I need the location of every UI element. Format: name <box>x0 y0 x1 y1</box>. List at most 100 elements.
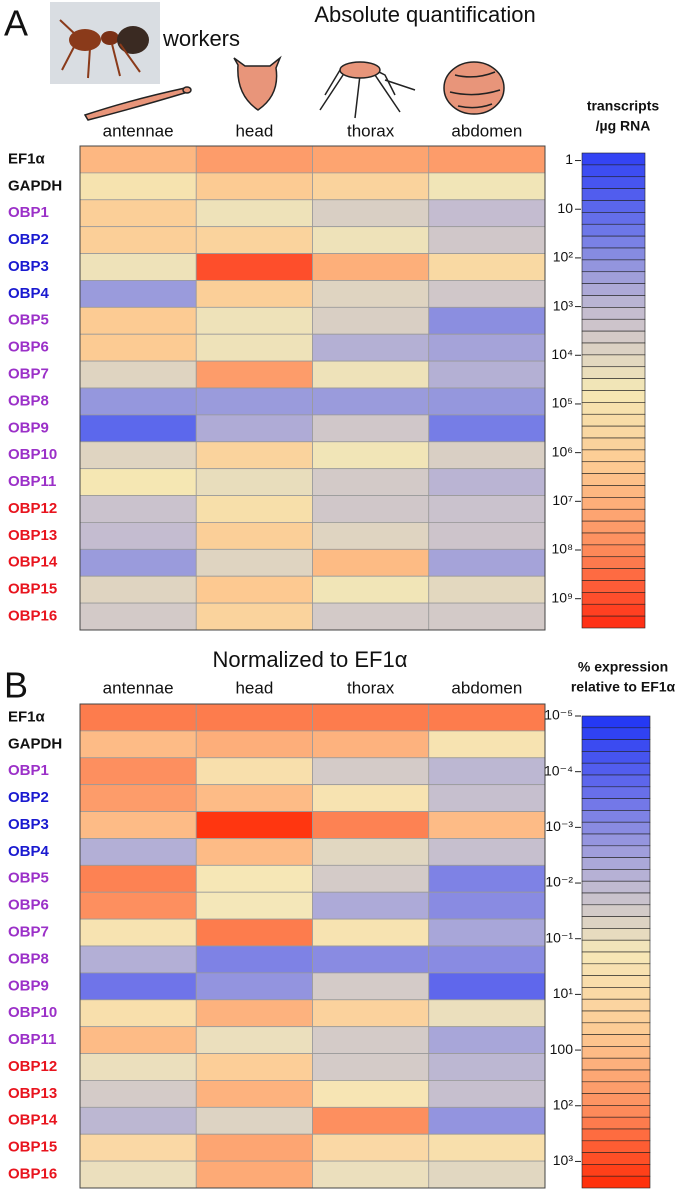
colorbar-stripe <box>581 330 646 344</box>
colorbar-stripe <box>581 951 651 965</box>
heatmap-cell <box>428 972 546 1001</box>
heatmap-cell <box>312 522 430 550</box>
colorbar-stripe <box>581 200 646 213</box>
heatmap-cell <box>428 703 546 732</box>
colorbar-stripe <box>581 892 651 906</box>
row-label: GAPDH <box>8 177 62 194</box>
heatmap-cell <box>79 1106 197 1135</box>
colorbar-title: % expression <box>578 659 668 675</box>
heatmap-cell <box>312 306 430 335</box>
heatmap-cell <box>195 999 313 1028</box>
row-label: OBP13 <box>8 1085 57 1102</box>
row-label: OBP13 <box>8 527 57 544</box>
heatmap-cell <box>79 575 197 604</box>
colorbar-tick-label: 10 <box>557 200 573 216</box>
heatmap-cell <box>312 972 430 1001</box>
heatmap-cell <box>195 522 313 550</box>
colorbar-stripe <box>581 354 646 368</box>
colorbar-stripe <box>581 904 651 917</box>
heatmap-cell <box>195 730 313 759</box>
heatmap-cell <box>312 864 430 893</box>
row-label: OBP12 <box>8 1058 57 1075</box>
colorbar-title: /µg RNA <box>596 118 651 134</box>
colorbar-stripe <box>581 810 651 823</box>
colorbar-stripe <box>581 295 646 308</box>
heatmap-cell <box>79 811 197 839</box>
panel-title: Normalized to EF1α <box>213 647 408 672</box>
heatmap-cell <box>428 441 546 470</box>
heatmap-cell <box>312 918 430 947</box>
colorbar-tick-label: 10³ <box>553 1152 574 1168</box>
colorbar-stripe <box>581 1105 651 1118</box>
row-label: OBP5 <box>8 870 49 887</box>
colorbar-tick-label: 10² <box>553 249 574 265</box>
colorbar-tick-label: 10⁻⁴ <box>544 762 573 778</box>
colorbar-stripe <box>581 318 646 332</box>
row-label: OBP15 <box>8 581 57 598</box>
heatmap-cell <box>195 360 313 389</box>
colorbar-tick-label: 10³ <box>553 297 574 313</box>
row-label: OBP12 <box>8 500 57 517</box>
colorbar-stripe <box>581 615 646 629</box>
row-label: OBP8 <box>8 950 49 967</box>
heatmap-cell <box>79 703 197 732</box>
colorbar-stripe <box>581 762 651 776</box>
heatmap-cell <box>79 891 197 920</box>
heatmap-cell <box>312 1026 430 1054</box>
colorbar-stripe <box>581 845 651 858</box>
colorbar-tick-label: 10¹ <box>553 985 574 1001</box>
colorbar-stripe <box>581 176 646 189</box>
heatmap-cell <box>312 784 430 812</box>
heatmap-cell <box>195 199 313 228</box>
heatmap-cell <box>195 1160 313 1189</box>
colorbar-tick-label: 10² <box>553 1096 574 1112</box>
colorbar-stripe <box>581 366 646 379</box>
colorbar-stripe <box>581 425 646 439</box>
heatmap-cell <box>79 1026 197 1054</box>
heatmap-cell <box>428 1080 546 1108</box>
row-label: OBP11 <box>8 473 56 490</box>
heatmap-cell <box>195 891 313 920</box>
body-part-icons <box>83 55 505 121</box>
colorbar-stripe <box>581 603 646 617</box>
heatmap-cell <box>312 226 430 254</box>
heatmap-cell <box>195 575 313 604</box>
colorbar-tick-label: 10⁹ <box>551 589 573 605</box>
heatmap-cell <box>312 703 430 732</box>
column-label: head <box>235 121 273 140</box>
colorbar-stripe <box>581 975 651 988</box>
heatmap-cell <box>428 730 546 759</box>
heatmap-cell <box>428 757 546 786</box>
colorbar-stripe <box>581 556 646 569</box>
heatmap-cell <box>79 972 197 1001</box>
heatmap-cell <box>79 602 197 631</box>
heatmap-cell <box>428 414 546 443</box>
colorbar-stripe <box>581 880 651 894</box>
colorbar-stripe <box>581 152 646 166</box>
heatmap-cell <box>79 945 197 974</box>
colorbar-stripe <box>581 271 646 284</box>
colorbar-stripe <box>581 413 646 427</box>
colorbar-stripe <box>581 1175 651 1189</box>
heatmap-cell <box>428 333 546 362</box>
row-label: OBP7 <box>8 366 49 383</box>
row-label: OBP10 <box>8 446 57 463</box>
heatmap-cell <box>79 784 197 812</box>
colorbar-stripe <box>581 544 646 558</box>
heatmap-cell <box>195 441 313 470</box>
heatmap-cell <box>79 495 197 523</box>
heatmap-cell <box>312 757 430 786</box>
heatmap-cell <box>428 280 546 308</box>
colorbar-tick-label: 10⁴ <box>551 346 573 362</box>
heatmap-cell <box>195 548 313 577</box>
heatmap-cell <box>312 441 430 470</box>
column-label: thorax <box>347 678 395 697</box>
heatmap-cell <box>312 575 430 604</box>
row-label: OBP9 <box>8 977 49 994</box>
colorbar-stripe <box>581 1116 651 1130</box>
colorbar-stripe <box>581 1069 651 1083</box>
heatmap-cell <box>79 226 197 254</box>
colorbar-stripe <box>581 1057 651 1071</box>
heatmap-cell <box>312 999 430 1028</box>
